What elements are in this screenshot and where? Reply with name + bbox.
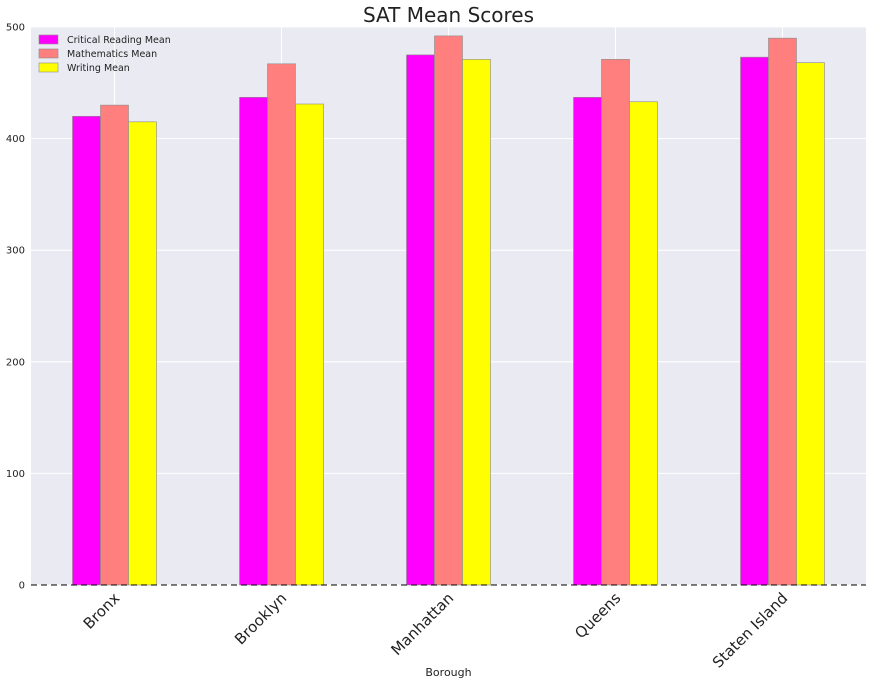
legend-swatch (38, 34, 59, 45)
bar-writing-mean-brooklyn (295, 103, 324, 586)
bar-mathematics-mean-manhattan (434, 35, 463, 586)
bar-critical-reading-mean-manhattan (406, 54, 435, 586)
x-tick-label: Queens (571, 589, 624, 642)
x-tick-label: Brooklyn (231, 589, 290, 648)
x-tick-label: Staten Island (709, 589, 791, 671)
x-axis-label: Borough (425, 666, 471, 679)
y-tick-label: 500 (6, 23, 25, 34)
x-tick-label: Bronx (80, 589, 124, 633)
bar-mathematics-mean-brooklyn (267, 63, 296, 586)
bar-critical-reading-mean-brooklyn (239, 97, 268, 586)
bar-writing-mean-queens (629, 101, 658, 586)
legend-swatch (38, 62, 59, 73)
y-tick-label: 300 (6, 246, 25, 257)
x-tick-label: Manhattan (387, 589, 457, 659)
bar-writing-mean-staten-island (796, 62, 825, 586)
legend-swatch (38, 48, 59, 59)
y-tick-label: 0 (19, 581, 25, 592)
bar-mathematics-mean-bronx (100, 104, 129, 586)
y-tick-label: 100 (6, 469, 25, 480)
y-tick-label: 200 (6, 357, 25, 368)
bar-mathematics-mean-queens (601, 59, 630, 586)
bar-critical-reading-mean-staten-island (740, 56, 769, 586)
bar-mathematics-mean-staten-island (768, 37, 797, 586)
chart-title: SAT Mean Scores (363, 3, 534, 27)
bar-writing-mean-manhattan (462, 59, 491, 586)
legend-label: Critical Reading Mean (67, 35, 171, 46)
bar-writing-mean-bronx (128, 121, 157, 586)
legend-label: Mathematics Mean (67, 49, 157, 60)
y-tick-label: 400 (6, 134, 25, 145)
bar-critical-reading-mean-bronx (72, 115, 101, 586)
legend-label: Writing Mean (67, 63, 130, 74)
bar-critical-reading-mean-queens (573, 97, 602, 586)
